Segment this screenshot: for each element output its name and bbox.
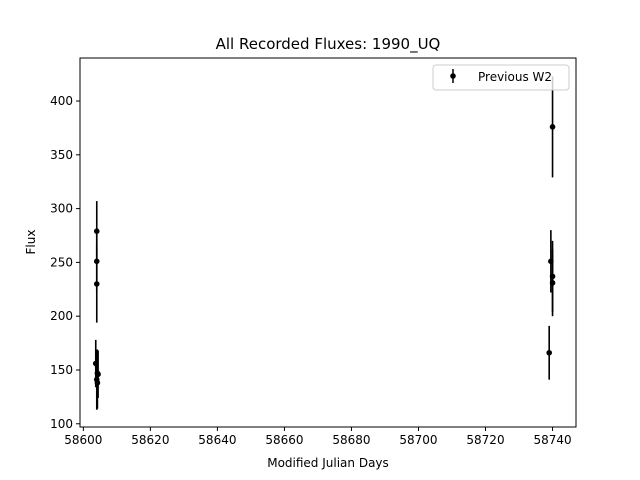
- data-point: [95, 371, 101, 378]
- legend-box: [432, 64, 570, 91]
- y-tick-label: 150: [50, 363, 73, 377]
- chart-title: All Recorded Fluxes: 1990_UQ: [216, 35, 441, 54]
- y-axis-label: Flux: [24, 230, 38, 255]
- data-point: [92, 360, 99, 367]
- y-tick-label: 250: [50, 255, 73, 269]
- x-tick-label: 58620: [131, 433, 169, 447]
- legend: Previous W2: [432, 64, 570, 91]
- x-tick-label: 58700: [399, 433, 437, 447]
- legend-marker: [450, 73, 456, 79]
- data-point: [93, 228, 100, 235]
- data-point: [93, 281, 100, 287]
- x-tick-label: 58600: [64, 433, 102, 447]
- data-point: [548, 258, 554, 265]
- data-point: [93, 258, 100, 265]
- data-point: [94, 380, 101, 386]
- y-axis: 100 150 200 250 300 350 400: [50, 94, 80, 431]
- plot-frame: [79, 57, 577, 428]
- legend-label-previous-w2: Previous W2: [478, 70, 552, 84]
- y-tick-label: 200: [50, 309, 73, 323]
- data-point: [549, 280, 556, 286]
- y-tick-label: 350: [50, 148, 73, 162]
- x-tick-label: 58660: [265, 433, 303, 447]
- data-point: [546, 349, 552, 356]
- x-axis: 58600 58620 58640 58660 58680 58700 58720 58740: [64, 427, 572, 447]
- y-tick-label: 400: [50, 94, 73, 108]
- x-tick-label: 58740: [533, 433, 571, 447]
- x-tick-label: 58680: [332, 433, 370, 447]
- x-tick-label: 58640: [198, 433, 236, 447]
- x-axis-label: Modified Julian Days: [267, 456, 389, 470]
- plot-area: [92, 76, 556, 410]
- data-point: [549, 124, 556, 130]
- y-tick-label: 300: [50, 202, 73, 216]
- x-tick-label: 58720: [466, 433, 504, 447]
- y-tick-label: 100: [50, 417, 73, 431]
- data-point: [549, 273, 556, 280]
